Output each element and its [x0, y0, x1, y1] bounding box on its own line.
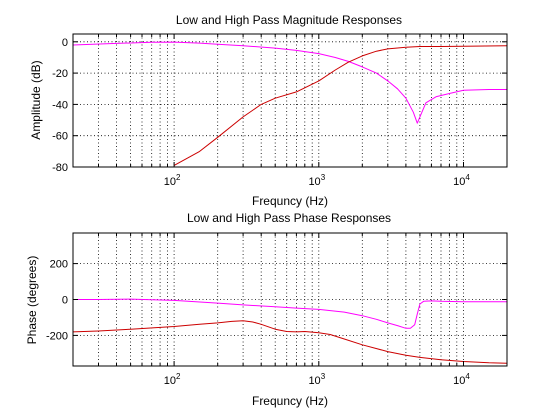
magnitude-axes [73, 34, 507, 168]
phase-title: Low and High Pass Phase Responses [187, 211, 391, 225]
magnitude-plot-area [73, 34, 507, 167]
phase-ytick-label: -200 [46, 330, 68, 342]
magnitude-ytick-label: -80 [52, 162, 68, 174]
phase-tick-labels: 200 0 -200 102 103 104 [46, 259, 470, 387]
magnitude-tick-labels: 0 -20 -40 -60 -80 102 103 104 [52, 37, 470, 188]
phase-series-magenta-line [73, 298, 507, 329]
magnitude-ytick-label: -20 [52, 68, 68, 80]
magnitude-axes-box [72, 33, 508, 168]
magnitude-ytick-label: -40 [52, 99, 68, 111]
phase-ytick-label: 0 [62, 295, 68, 307]
magnitude-ytick-label: -60 [52, 131, 68, 143]
magnitude-xtick-label: 102 [164, 173, 181, 188]
phase-xlabel: Frequncy (Hz) [252, 394, 328, 408]
phase-ylabel: Phase (degrees) [25, 256, 39, 345]
magnitude-panel: Low and High Pass Magnitude Responses 0 -… [29, 13, 508, 208]
phase-xtick-label: 104 [453, 372, 470, 387]
phase-xtick-label: 103 [308, 372, 325, 387]
magnitude-ytick-label: 0 [62, 37, 68, 49]
phase-xtick-label: 102 [164, 372, 181, 387]
magnitude-title: Low and High Pass Magnitude Responses [176, 13, 402, 27]
magnitude-ylabel: Amplitude (dB) [29, 60, 43, 139]
phase-ytick-label: 200 [50, 259, 68, 271]
phase-axes [73, 233, 507, 366]
magnitude-curves [72, 41, 508, 166]
phase-panel: Low and High Pass Phase Responses 200 0 -2… [25, 211, 508, 408]
magnitude-series-magenta-line [72, 41, 507, 124]
magnitude-xtick-label: 103 [308, 173, 325, 188]
magnitude-series-red-line [173, 45, 508, 166]
phase-curves [72, 298, 508, 364]
phase-series-red-line [72, 320, 508, 364]
magnitude-xtick-label: 104 [453, 173, 470, 188]
magnitude-xlabel: Frequncy (Hz) [252, 194, 328, 208]
